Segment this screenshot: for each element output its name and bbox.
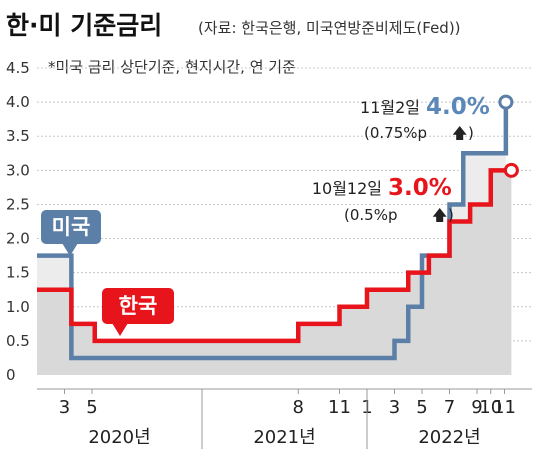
chart-subtitle: *미국 금리 상단기준, 현지시간, 연 기준	[48, 58, 296, 76]
area-fills	[37, 102, 512, 375]
year-label: 2022년	[418, 427, 480, 448]
x-tick-label: 5	[86, 397, 97, 418]
annotation-delta: (0.75%p	[364, 124, 427, 142]
x-tick-label: 11	[493, 397, 516, 418]
annotation-arrow: 🡅	[432, 206, 447, 224]
annotations: 11월2일 4.0% (0.75%p 🡅) 10월12일 3.0% (0.5%p 🡅)	[312, 94, 490, 224]
badge-korea: 한국	[102, 288, 174, 336]
x-tick-label: 10	[479, 397, 502, 418]
y-tick-label: 2.0	[6, 230, 30, 248]
annotation-korea: 10월12일 3.0% (0.5%p 🡅)	[312, 175, 454, 224]
badge-tail	[112, 323, 128, 336]
badge-box	[102, 288, 174, 324]
y-tick-label: 2.5	[6, 195, 30, 213]
chart-source: (자료: 한국은행, 미국연방준비제도(Fed))	[198, 19, 461, 37]
annotation-close-paren: )	[468, 124, 474, 142]
y-tick-label: 1.0	[6, 298, 30, 316]
annotation-date: 11월2일	[360, 98, 420, 117]
annotation-delta: (0.5%p	[344, 206, 397, 224]
korea-rate-line	[37, 168, 512, 344]
badge-box	[41, 210, 101, 244]
x-tick-label: 5	[416, 397, 427, 418]
badge-tail	[62, 243, 78, 256]
x-tick-label: 7	[444, 397, 455, 418]
year-label: 2021년	[253, 427, 315, 448]
annotation-value: 4.0%	[426, 94, 490, 120]
series-lines	[37, 94, 519, 361]
x-tick-label: 3	[389, 397, 400, 418]
x-tick-label: 8	[293, 397, 304, 418]
y-axis-ticks: 4.5 4.0 3.5 3.0 2.5 2.0 1.5 1.0 0.5 0	[6, 59, 30, 384]
badge-label: 한국	[119, 294, 158, 318]
y-tick-label: 0.5	[6, 332, 30, 350]
y-tick-label: 3.5	[6, 127, 30, 145]
chart-title: 한·미 기준금리	[6, 11, 162, 40]
badge-label: 미국	[52, 215, 91, 239]
x-tick-label: 11	[328, 397, 351, 418]
badge-us: 미국	[41, 210, 101, 256]
x-tick-label: 9	[471, 397, 482, 418]
korea-area-fill	[37, 170, 512, 375]
y-tick-label: 1.5	[6, 264, 30, 282]
annotation-arrow: 🡅	[452, 124, 467, 142]
y-tick-label: 4.5	[6, 59, 30, 77]
annotation-value: 3.0%	[388, 175, 452, 201]
y-tick-label: 3.0	[6, 161, 30, 179]
y-tick-label: 0	[6, 366, 16, 384]
x-tick-label: 3	[59, 397, 70, 418]
annotation-us: 11월2일 4.0% (0.75%p 🡅)	[360, 94, 490, 142]
annotation-date: 10월12일	[312, 179, 382, 198]
y-tick-label: 4.0	[6, 93, 30, 111]
year-label: 2020년	[88, 427, 150, 448]
annotation-close-paren: )	[448, 206, 454, 224]
us-end-marker	[498, 94, 514, 110]
korea-end-marker	[503, 162, 519, 178]
